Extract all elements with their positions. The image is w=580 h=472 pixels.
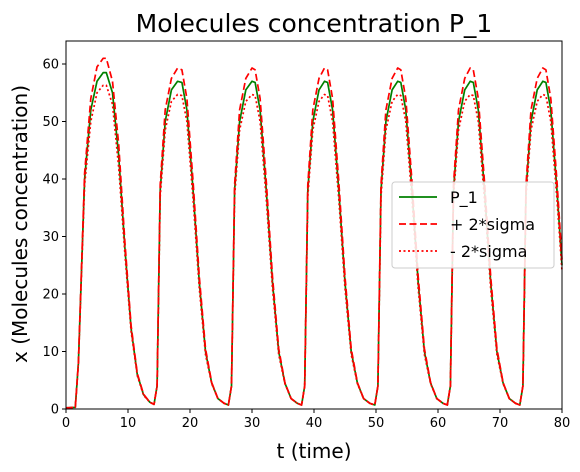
legend-label-1: + 2*sigma (450, 215, 535, 234)
y-tick-label: 10 (42, 345, 59, 360)
legend-label-0: P_1 (450, 188, 478, 208)
y-tick-label: 60 (42, 58, 59, 73)
x-tick-label: 40 (306, 416, 323, 431)
y-tick-label: 20 (42, 288, 59, 303)
legend: P_1 + 2*sigma - 2*sigma (391, 181, 555, 269)
legend-label-2: - 2*sigma (450, 242, 527, 261)
x-tick-label: 80 (554, 416, 571, 431)
x-tick-label: 50 (368, 416, 385, 431)
x-tick-label: 30 (244, 416, 261, 431)
series-line-1 (65, 57, 563, 409)
legend-box (391, 181, 555, 269)
chart-title: Molecules concentration P_1 (136, 9, 493, 38)
x-tick-label: 10 (120, 416, 137, 431)
series-line-2 (65, 84, 563, 409)
axes-layer: 0 10 20 30 40 50 60 70 80 0 10 20 30 40 50 60 (42, 40, 571, 431)
series-layer (65, 57, 563, 409)
x-axis-label: t (time) (277, 439, 352, 463)
y-tick-label: 40 (42, 173, 59, 188)
x-tick-label: 0 (62, 416, 70, 431)
x-tick-label: 20 (182, 416, 199, 431)
y-tick-label: 50 (42, 115, 59, 130)
y-tick-label: 30 (42, 230, 59, 245)
y-tick-label: 0 (51, 403, 59, 418)
x-tick-label: 70 (492, 416, 509, 431)
x-tick-label: 60 (430, 416, 447, 431)
y-axis-label: x (Molecules concentration) (8, 85, 32, 363)
